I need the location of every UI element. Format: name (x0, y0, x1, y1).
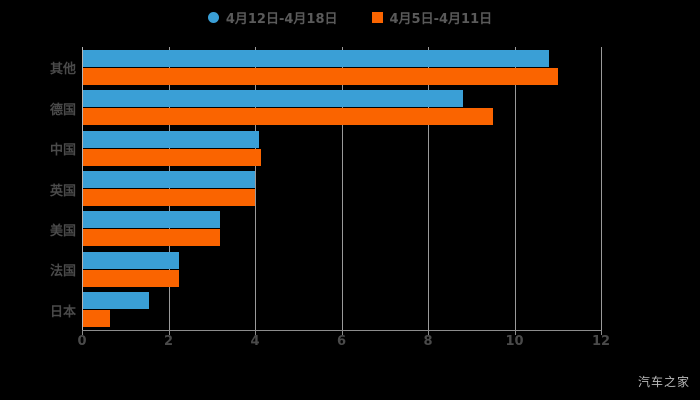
legend-item-label: 4月5日-4月11日 (389, 12, 493, 27)
bar (83, 90, 463, 108)
x-axis-tick-label: 12 (591, 334, 611, 349)
y-axis-tick-label: 日本 (49, 304, 76, 320)
gridline (168, 47, 170, 330)
x-axis-tick-label: 2 (163, 334, 174, 349)
x-axis-tick-label: 10 (505, 334, 524, 349)
tickmark (601, 330, 602, 335)
gridline (601, 47, 602, 330)
circle-marker-icon (207, 12, 219, 23)
legend-item-label: 4月12日-4月18日 (225, 12, 338, 27)
y-axis-tick-label: 其他 (49, 62, 76, 78)
tickmark (168, 330, 170, 335)
bar (83, 251, 180, 269)
y-axis-tick-label: 德国 (49, 102, 76, 118)
x-axis-tick-label: 4 (250, 334, 260, 349)
x-axis-tick-label: 0 (77, 334, 87, 349)
y-axis-tick-label: 英国 (49, 183, 76, 199)
bar (83, 292, 150, 310)
x-axis-tick-label: 8 (423, 334, 433, 349)
gridline (341, 47, 343, 330)
chart-legend: 4月12日-4月18日 4月5日-4月11日 (0, 8, 700, 27)
plot-area (82, 47, 602, 330)
gridline (514, 47, 516, 330)
bar (83, 108, 493, 126)
bar (83, 67, 558, 85)
y-axis-tick-label: 中国 (49, 143, 76, 159)
tickmark (514, 330, 516, 335)
bar (83, 171, 255, 188)
bar (83, 189, 255, 206)
x-axis-labels: 0 2 4 6 8 10 12 (77, 334, 610, 354)
tickmark (428, 330, 429, 335)
bar (83, 310, 111, 328)
watermark: 汽车之家 (637, 375, 690, 389)
tickmark (255, 330, 256, 335)
bar (83, 269, 180, 287)
bar (83, 130, 260, 148)
y-axis-labels: 其他德国中国英国美国法国日本 (0, 47, 76, 330)
y-axis-tick-label: 美国 (49, 223, 76, 239)
bar (83, 229, 221, 247)
gridline (255, 47, 256, 330)
square-marker-icon (371, 12, 383, 23)
x-axis-tick-label: 6 (336, 334, 347, 349)
tickmark (341, 330, 343, 335)
bar (83, 148, 262, 166)
legend-item-series-2[interactable]: 4月5日-4月11日 (371, 8, 493, 27)
bar (83, 49, 550, 67)
gridline (82, 47, 83, 330)
y-axis-tick-label: 法国 (49, 264, 76, 280)
legend-item-series-1[interactable]: 4月12日-4月18日 (207, 8, 338, 27)
tickmark (82, 330, 83, 335)
bar (83, 211, 221, 229)
gridline (428, 47, 429, 330)
